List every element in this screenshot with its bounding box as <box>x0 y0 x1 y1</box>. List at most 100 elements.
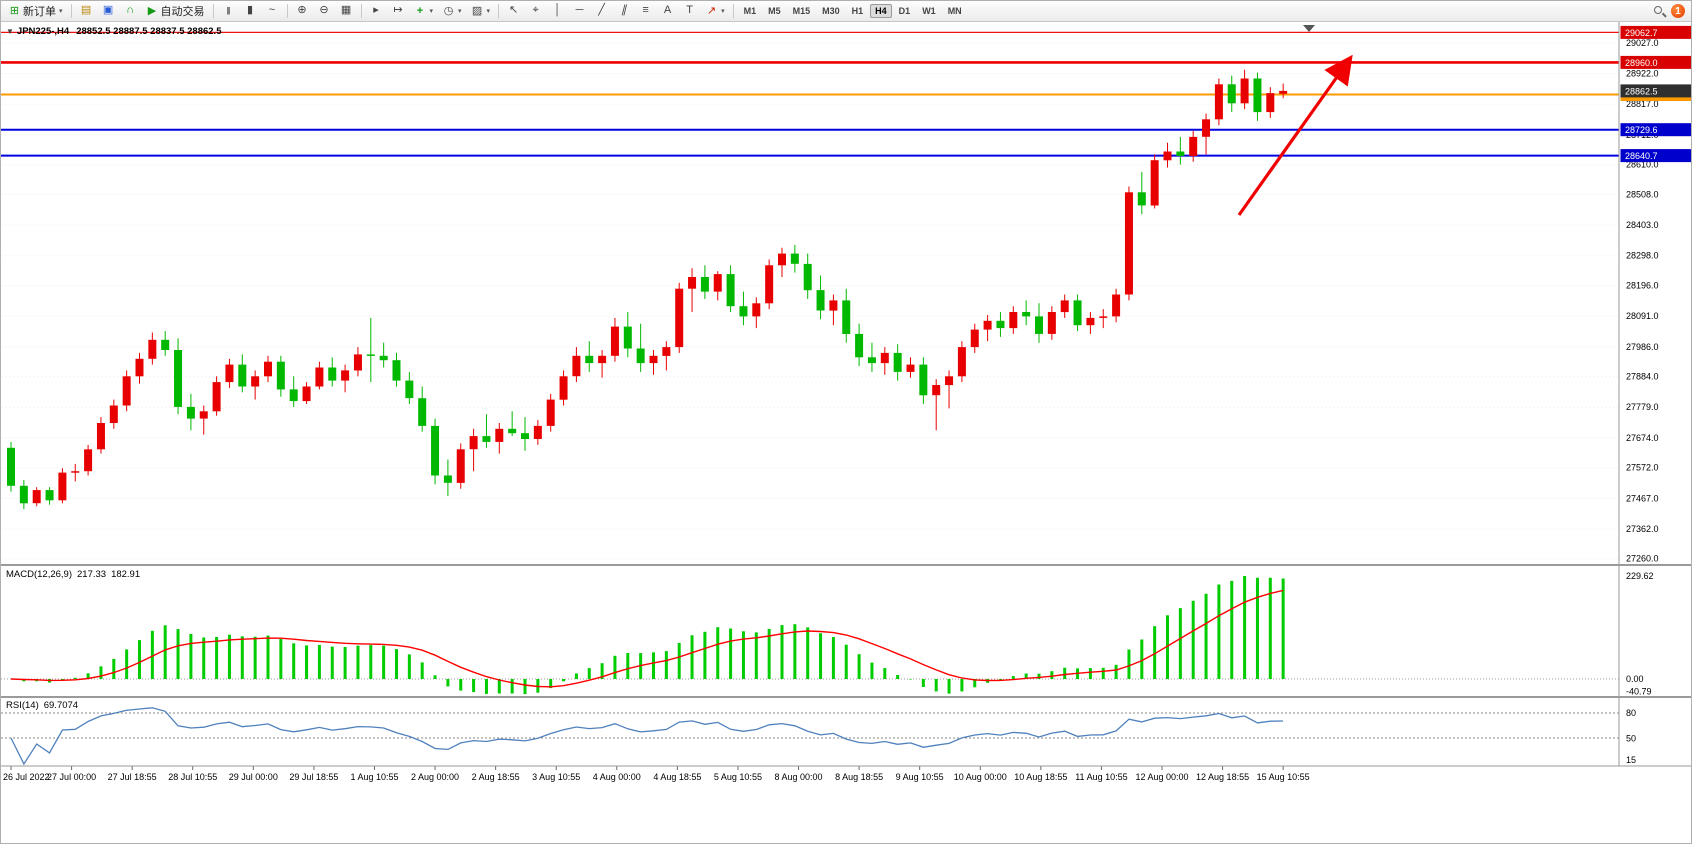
text-label-icon[interactable]: T <box>686 3 693 16</box>
periods-icon: ◷ <box>443 4 454 17</box>
one-click-trading-toggle[interactable]: ▼ <box>6 27 14 36</box>
crosshair-icon[interactable]: ⌖ <box>532 3 539 16</box>
macd-title: MACD(12,26,9) <box>6 569 72 580</box>
candle-body <box>932 385 941 396</box>
bar-chart-icon[interactable]: ||| <box>226 5 230 15</box>
candle-body <box>276 361 285 390</box>
time-label: 10 Aug 18:55 <box>1014 772 1067 782</box>
headset-icon[interactable]: ∩ <box>126 3 134 16</box>
support-badge-lower-text: 28640.7 <box>1625 151 1658 161</box>
new-order-button[interactable]: ⊞ 新订单 ▾ <box>4 2 67 21</box>
resistance-badge-top-text: 29062.7 <box>1625 28 1658 38</box>
timeframe-group: M1 M5 M15 M30 H1 H4 D1 W1 MN <box>738 4 968 18</box>
candle-body <box>533 425 542 439</box>
price-label: 29027.0 <box>1626 38 1659 48</box>
price-label: 27986.0 <box>1626 342 1659 352</box>
zoom-in-icon[interactable]: ⊕ <box>297 3 307 16</box>
autotrading-label: 自动交易 <box>160 6 205 18</box>
fibonacci-icon[interactable]: ≡ <box>642 3 649 16</box>
cursor-icon[interactable]: ↖ <box>508 3 519 16</box>
candle-body <box>405 380 414 399</box>
timeframe-m15[interactable]: M15 <box>792 6 811 16</box>
candle-body <box>1112 294 1121 317</box>
candle-body <box>623 326 632 349</box>
candle-body <box>585 355 594 364</box>
vertical-line-icon[interactable]: │ <box>554 3 561 16</box>
timeframe-d1[interactable]: D1 <box>898 6 911 16</box>
documents-icon[interactable]: ▤ <box>80 3 92 16</box>
price-label: 28298.0 <box>1626 251 1659 261</box>
timeframe-m1[interactable]: M1 <box>743 6 757 16</box>
indicators-icon: + <box>416 4 424 17</box>
zoom-out-icon[interactable]: ⊖ <box>319 3 329 16</box>
indicators-button[interactable]: + ▾ <box>410 2 438 21</box>
candle-body <box>45 490 54 501</box>
timeframe-mn[interactable]: MN <box>947 6 962 16</box>
chart-background[interactable] <box>1 21 1692 844</box>
candle-body <box>1279 90 1288 94</box>
candle-body <box>71 471 80 473</box>
candle-body <box>1099 316 1108 318</box>
candle-body <box>803 263 812 291</box>
candle-body <box>264 361 272 377</box>
price-label: 28091.0 <box>1626 311 1659 321</box>
candle-body <box>739 306 748 317</box>
candlestick-chart-icon[interactable]: ▮ <box>246 3 254 16</box>
candle-body <box>1176 151 1185 156</box>
price-label: 28610.0 <box>1626 160 1659 170</box>
chart-shift-icon[interactable]: ↦ <box>393 3 403 16</box>
resistance-badge <box>1620 55 1691 69</box>
timeframe-w1[interactable]: W1 <box>922 6 936 16</box>
candle-body <box>32 490 41 504</box>
trend-arrow[interactable] <box>1237 54 1353 216</box>
text-icon[interactable]: A <box>663 3 672 16</box>
candle-body <box>610 326 619 356</box>
price-label: 27467.0 <box>1626 493 1659 503</box>
timeframe-h4[interactable]: H4 <box>870 4 892 18</box>
chart-shift-marker[interactable] <box>1303 25 1315 32</box>
periods-button[interactable]: ◷ ▾ <box>438 2 466 21</box>
time-label: 26 Jul 2022 <box>3 772 50 782</box>
arrow-tools-button[interactable]: ↗ ▾ <box>701 2 729 21</box>
candle-body <box>636 348 645 364</box>
timeframe-m5[interactable]: M5 <box>768 6 781 16</box>
candle-body <box>1240 78 1249 104</box>
timeframe-h1[interactable]: H1 <box>851 6 864 16</box>
chart-header: ▼ JPN225-,H4 28852.5 28887.5 28837.5 28862… <box>6 26 221 37</box>
candle-body <box>996 320 1005 329</box>
time-label: 15 Aug 10:55 <box>1257 772 1310 782</box>
candle-body <box>572 355 581 377</box>
search-icon[interactable] <box>1652 4 1666 18</box>
candle-body <box>1189 136 1198 156</box>
main-chart[interactable]: 29027.028922.028817.028712.028610.028508… <box>1 21 1692 844</box>
trendline-icon[interactable]: ╱ <box>598 3 605 16</box>
tile-windows-icon[interactable]: ▦ <box>340 3 352 16</box>
price-label: 27362.0 <box>1626 524 1659 534</box>
time-label: 8 Aug 18:55 <box>835 772 883 782</box>
auto-scroll-icon[interactable]: ▸ <box>373 3 379 16</box>
horizontal-line-icon[interactable]: ─ <box>575 3 584 16</box>
chevron-down-icon: ▾ <box>721 8 725 15</box>
time-label: 4 Aug 00:00 <box>593 772 641 782</box>
user-profile-icon[interactable]: ▣ <box>102 3 114 16</box>
candle-body <box>508 428 517 434</box>
candle-body <box>919 364 928 396</box>
toolbar-separator <box>498 4 500 18</box>
candle-body <box>58 472 67 501</box>
chevron-down-icon: ▾ <box>486 8 491 15</box>
time-label: 5 Aug 10:55 <box>714 772 762 782</box>
timeframe-m30[interactable]: M30 <box>822 6 840 16</box>
price-label: 27884.0 <box>1626 372 1659 382</box>
candle-body <box>1047 312 1056 334</box>
candle-body <box>945 376 954 386</box>
candle-body <box>328 367 337 381</box>
channel-icon[interactable]: ∥ <box>620 3 627 16</box>
autotrading-button[interactable]: ▶ 自动交易 <box>142 2 209 21</box>
candle-body <box>1266 93 1275 113</box>
notifications-badge[interactable]: 1 <box>1671 4 1685 18</box>
candle-body <box>289 389 298 402</box>
time-label: 2 Aug 18:55 <box>472 772 520 782</box>
templates-button[interactable]: ▨ ▾ <box>467 2 495 21</box>
candle-body <box>456 449 465 483</box>
line-chart-icon[interactable]: ~ <box>268 3 276 16</box>
